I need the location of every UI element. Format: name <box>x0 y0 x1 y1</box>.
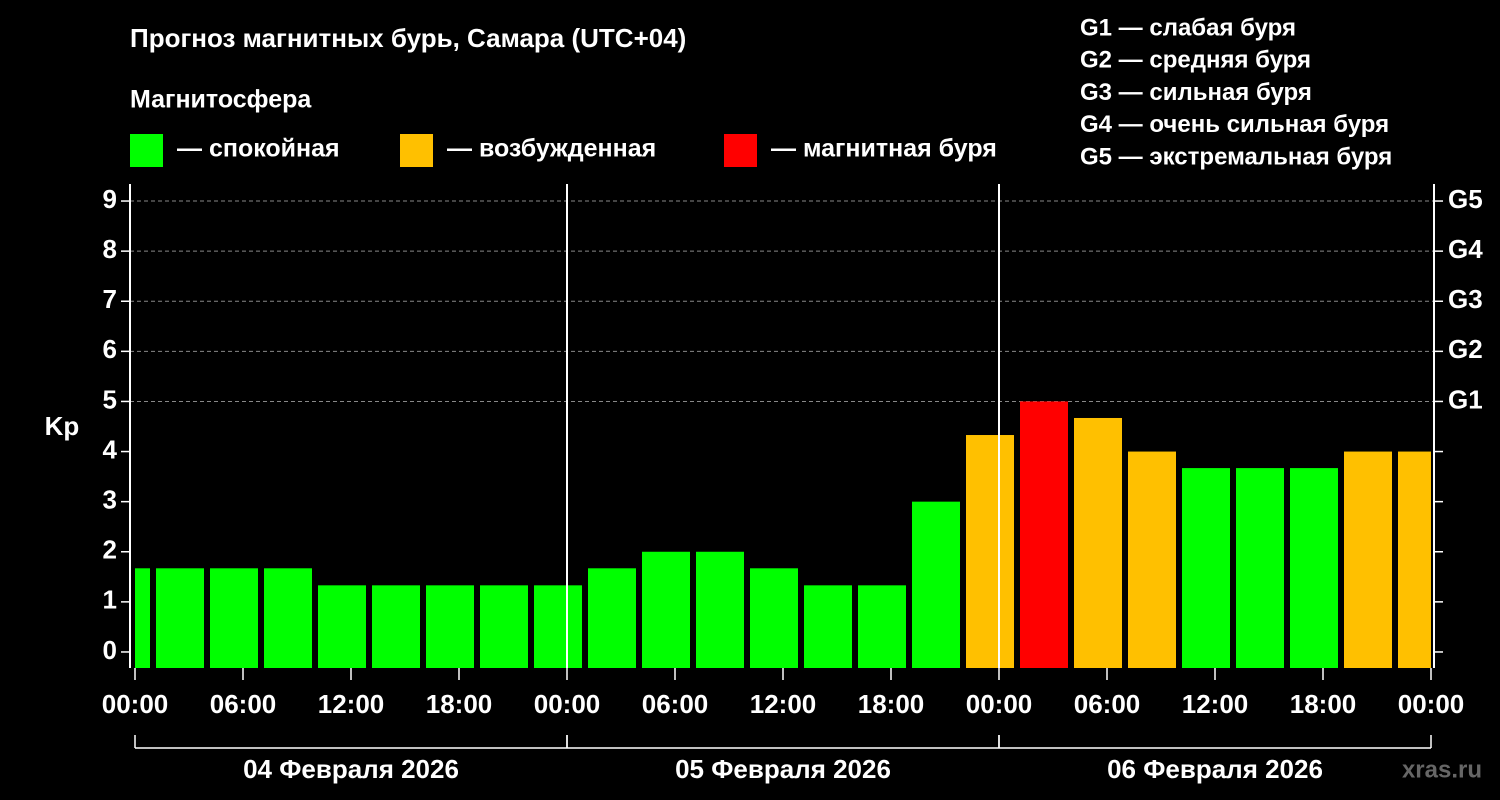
bar <box>264 568 312 668</box>
legend-label: — магнитная буря <box>771 135 997 163</box>
bar <box>1398 451 1431 668</box>
x-tick-label: 18:00 <box>426 689 493 719</box>
scale-note: G4 — очень сильная буря <box>1080 111 1389 138</box>
watermark: xras.ru <box>1402 756 1482 783</box>
bar <box>1344 451 1392 668</box>
day-label: 05 Февраля 2026 <box>675 754 891 784</box>
bar <box>966 435 1014 668</box>
bar <box>1290 468 1338 668</box>
bar <box>1182 468 1230 668</box>
bars <box>135 401 1431 668</box>
bar <box>588 568 636 668</box>
y-tick-label: 7 <box>103 284 117 314</box>
scale-note: G3 — сильная буря <box>1080 79 1312 106</box>
x-tick-label: 12:00 <box>1182 689 1249 719</box>
x-tick-label: 18:00 <box>858 689 925 719</box>
y-tick-label: 3 <box>103 485 117 515</box>
legend-swatch <box>400 134 433 167</box>
day-label: 04 Февраля 2026 <box>243 754 459 784</box>
x-tick-label: 12:00 <box>750 689 817 719</box>
y-tick-label: 8 <box>103 234 117 264</box>
y-tick-label: 2 <box>103 535 117 565</box>
legend-swatch <box>130 134 163 167</box>
y-axis-label: Kp <box>45 411 80 441</box>
x-tick-label: 00:00 <box>102 689 169 719</box>
bar <box>156 568 204 668</box>
bar <box>1020 401 1068 668</box>
y2-tick-label: G2 <box>1448 334 1483 364</box>
bar <box>534 585 582 668</box>
bar <box>804 585 852 668</box>
y-tick-label: 0 <box>103 635 117 665</box>
bar <box>858 585 906 668</box>
bar <box>318 585 366 668</box>
x-tick-label: 06:00 <box>210 689 277 719</box>
y2-tick-label: G5 <box>1448 184 1483 214</box>
y2-tick-label: G4 <box>1448 234 1483 264</box>
x-tick-label: 18:00 <box>1290 689 1357 719</box>
bar <box>480 585 528 668</box>
x-tick-label: 00:00 <box>534 689 601 719</box>
legend-label: — возбужденная <box>447 135 656 163</box>
day-label: 06 Февраля 2026 <box>1107 754 1323 784</box>
y-tick-label: 5 <box>103 384 117 414</box>
y-tick-label: 1 <box>103 585 117 615</box>
y2-tick-label: G1 <box>1448 384 1483 414</box>
scale-note: G5 — экстремальная буря <box>1080 144 1392 171</box>
bar <box>1074 417 1122 668</box>
scale-note: G1 — слабая буря <box>1080 14 1296 41</box>
y-tick-label: 6 <box>103 334 117 364</box>
y-tick-label: 9 <box>103 184 117 214</box>
legend-label: — спокойная <box>177 135 340 163</box>
bar <box>912 501 960 668</box>
x-tick-label: 12:00 <box>318 689 385 719</box>
bar <box>696 551 744 668</box>
legend-title: Магнитосфера <box>130 86 312 114</box>
bar <box>372 585 420 668</box>
x-tick-label: 06:00 <box>1074 689 1141 719</box>
bar <box>426 585 474 668</box>
bar <box>210 568 258 668</box>
bar <box>642 551 690 668</box>
x-tick-label: 00:00 <box>1398 689 1465 719</box>
bar <box>750 568 798 668</box>
scale-note: G2 — средняя буря <box>1080 47 1311 74</box>
legend-swatch <box>724 134 757 167</box>
bar <box>1236 468 1284 668</box>
x-tick-label: 00:00 <box>966 689 1033 719</box>
bar <box>135 568 150 668</box>
y2-tick-label: G3 <box>1448 284 1483 314</box>
chart-title: Прогноз магнитных бурь, Самара (UTC+04) <box>130 23 686 53</box>
x-tick-label: 06:00 <box>642 689 709 719</box>
y-tick-label: 4 <box>103 434 118 464</box>
bar <box>1128 451 1176 668</box>
